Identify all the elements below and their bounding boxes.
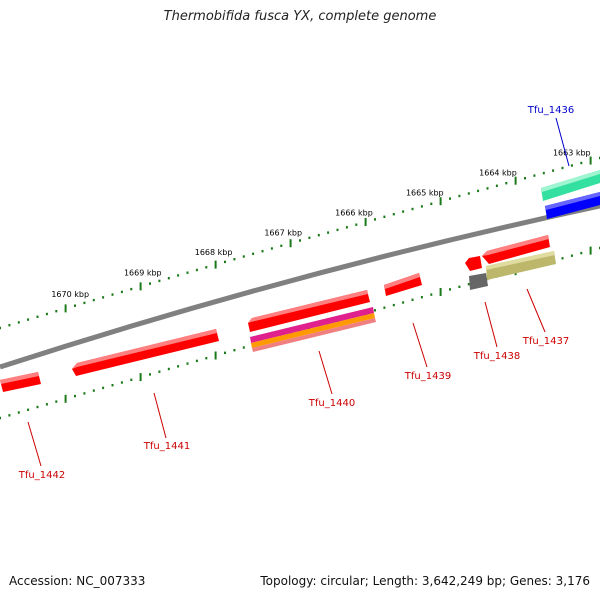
outer-ruler: 1663 kbp 1664 kbp 1665 kbp 1666 kbp 1667 kbp…: [0, 149, 600, 330]
genome-backbone: [0, 203, 600, 370]
gene-arrow-tfu-1441-highlight: [72, 329, 217, 369]
map-title: Thermobifida fusca YX, complete genome: [163, 9, 437, 24]
gene-bar-tfu-1436-blue-highlight: [545, 192, 600, 210]
gene-label-tfu-1437[interactable]: Tfu_1437: [522, 336, 569, 347]
gene-label-tfu-1438[interactable]: Tfu_1438: [473, 351, 520, 362]
ruler-tick-label: 1664 kbp: [479, 169, 517, 178]
gene-label-tfu-1442[interactable]: Tfu_1442: [18, 470, 65, 481]
leader-line-tfu-1438: [484, 301, 498, 348]
ruler-tick-label: 1670 kbp: [51, 290, 89, 299]
leader-line-tfu-1437: [526, 288, 546, 333]
gene-label-tfu-1441[interactable]: Tfu_1441: [143, 441, 190, 452]
gene-arrow-tfu-1437-highlight: [482, 235, 549, 256]
gene-arrow-tfu-1438[interactable]: [465, 256, 482, 271]
leader-line-tfu-1436: [555, 117, 570, 167]
gene-bar-tfu-1440-pink[interactable]: [252, 318, 376, 352]
gene-label-tfu-1436[interactable]: Tfu_1436: [527, 105, 574, 116]
gene-arrow-tfu-1440-highlight: [248, 290, 368, 323]
ruler-tick-label: 1667 kbp: [264, 228, 302, 237]
leader-line-tfu-1441: [153, 392, 167, 439]
ruler-tick-label: 1663 kbp: [553, 149, 591, 158]
gene-label-tfu-1439[interactable]: Tfu_1439: [404, 371, 451, 382]
gene-label-tfu-1440[interactable]: Tfu_1440: [308, 398, 355, 409]
gene-arrow-tfu-1442-highlight: [0, 372, 39, 384]
ruler-tick-label: 1665 kbp: [406, 189, 444, 198]
ruler-tick-label: 1666 kbp: [335, 208, 373, 217]
topology-text: Topology: circular; Length: 3,642,249 bp…: [260, 574, 590, 588]
leader-line-tfu-1439: [412, 322, 428, 368]
gene-bar-tfu-1440-orange[interactable]: [251, 313, 375, 348]
gene-bar-tfu-1438-gray[interactable]: [469, 273, 488, 290]
leader-line-tfu-1442: [27, 421, 42, 467]
gene-bar-tfu-1437-olive-highlight: [486, 251, 555, 270]
accession-text: Accession: NC_007333: [9, 574, 146, 588]
ruler-tick-label: 1668 kbp: [195, 248, 233, 257]
gene-arrow-tfu-1439-highlight: [384, 273, 420, 289]
ruler-tick-label: 1669 kbp: [124, 269, 162, 278]
leader-line-tfu-1440: [318, 350, 333, 395]
gene-bar-tfu-1436-green-highlight: [541, 170, 600, 192]
gene-bar-tfu-1440-magenta[interactable]: [250, 307, 374, 343]
